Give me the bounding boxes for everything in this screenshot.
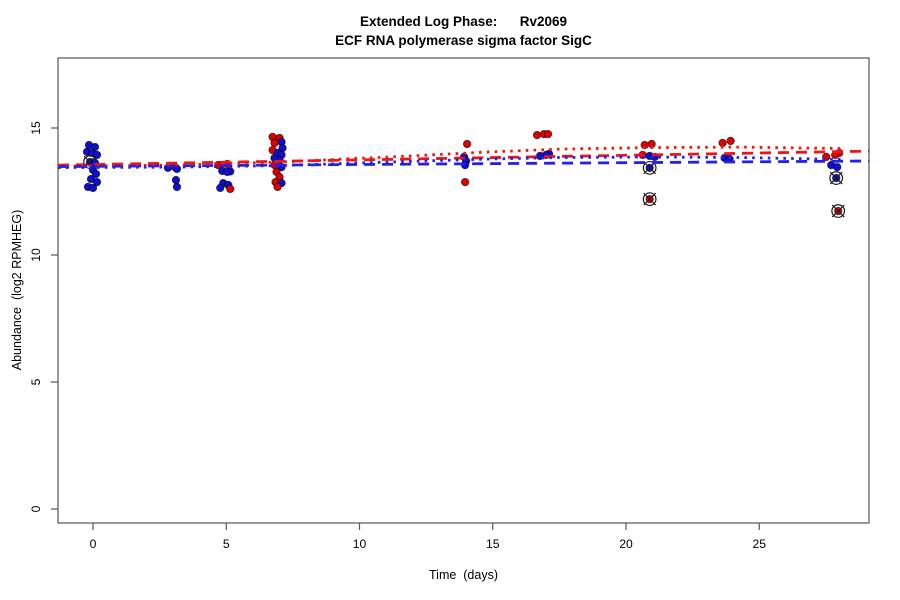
y-tick-label: 10 xyxy=(29,248,43,262)
chart-subtitle: ECF RNA polymerase sigma factor SigC xyxy=(335,33,592,48)
x-tick-label: 5 xyxy=(223,537,230,551)
data-point-blue xyxy=(88,183,98,193)
plot-box xyxy=(57,57,870,524)
data-point-red xyxy=(543,129,553,139)
x-axis-label: Time (days) xyxy=(429,568,498,582)
outlier-marker-circle xyxy=(642,192,657,207)
y-tick-label: 5 xyxy=(29,378,43,385)
x-tick-label: 15 xyxy=(486,537,500,551)
data-point-blue xyxy=(216,183,225,193)
outlier-marker-circle xyxy=(642,160,657,175)
data-point-red xyxy=(462,139,472,149)
data-point-red xyxy=(273,182,282,192)
outlier-marker-x xyxy=(831,204,845,218)
data-point-red xyxy=(532,130,542,140)
data-point-blue xyxy=(91,169,101,179)
outlier-marker-x xyxy=(829,171,843,185)
data-point-red xyxy=(726,136,735,146)
x-tick-label: 20 xyxy=(619,537,633,551)
data-point-blue xyxy=(171,175,181,185)
y-tick-label: 15 xyxy=(29,121,43,135)
trend-line-red-dashed xyxy=(58,149,870,167)
data-point-red xyxy=(718,138,727,148)
outlier-marker-circle xyxy=(831,204,846,218)
data-point-blue xyxy=(833,162,842,172)
outlier-marker-circle xyxy=(829,171,844,185)
chart-title: Extended Log Phase: Rv2069 xyxy=(359,14,568,29)
data-point-red xyxy=(270,138,279,148)
data-point-blue xyxy=(172,182,182,192)
data-point-red xyxy=(460,177,470,187)
data-point-red xyxy=(226,184,235,194)
y-tick-label: 0 xyxy=(29,505,43,512)
data-point-blue xyxy=(92,177,102,187)
outlier-marker-x xyxy=(643,192,657,206)
y-axis-label: Abundance (log2 RPMHEG) xyxy=(10,209,24,371)
x-tick-label: 10 xyxy=(353,537,367,551)
data-point-blue xyxy=(223,167,232,177)
x-tick-label: 25 xyxy=(752,537,766,551)
x-tick-label: 0 xyxy=(90,537,97,551)
